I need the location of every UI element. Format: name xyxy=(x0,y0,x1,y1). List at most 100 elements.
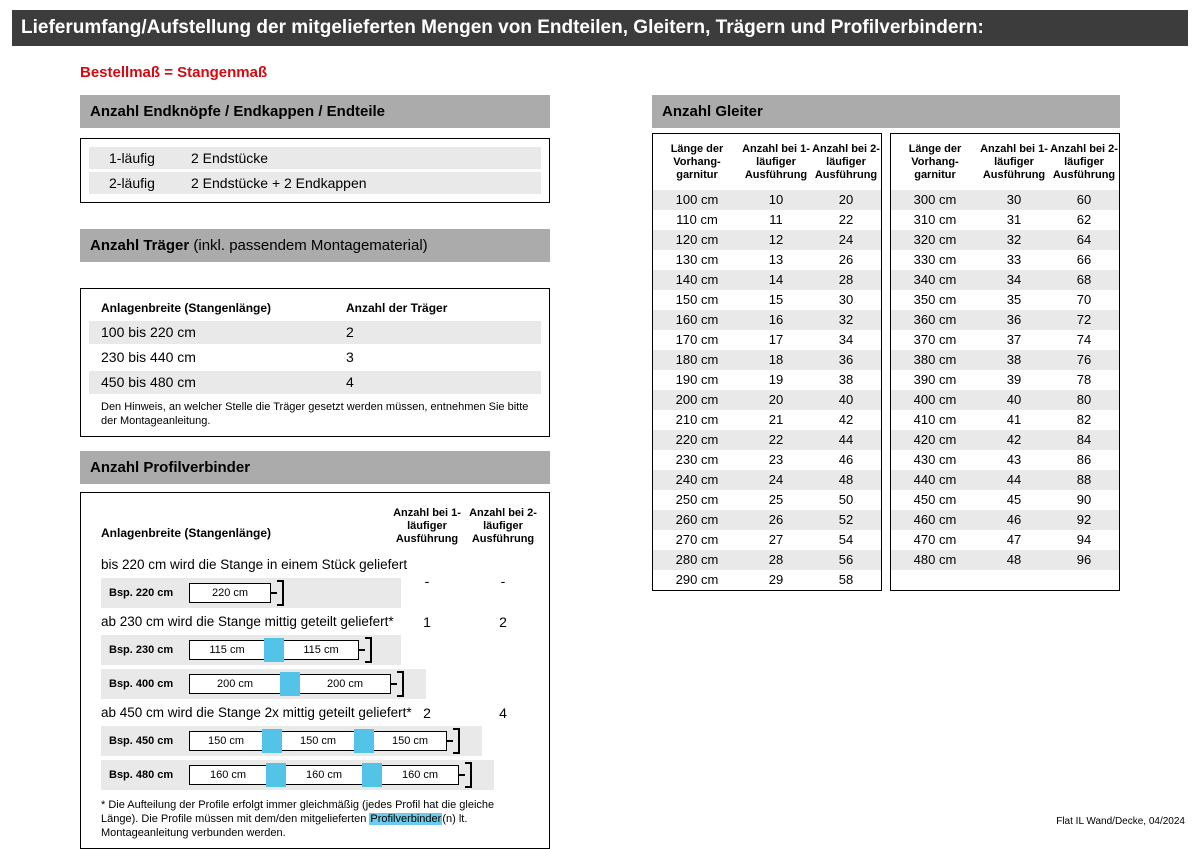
cell-1laeufig: 38 xyxy=(1006,352,1022,367)
gleiter-row: 240 cm 24 48 xyxy=(653,470,881,490)
cell-1laeufig: 46 xyxy=(1006,512,1022,527)
gleiter-row: 250 cm 25 50 xyxy=(653,490,881,510)
gleiter-row: 450 cm 45 90 xyxy=(891,490,1119,510)
gleiter-row: 150 cm 15 30 xyxy=(653,290,881,310)
cell-laenge: 350 cm xyxy=(913,292,957,307)
example-label: Bsp. 480 cm xyxy=(109,769,174,781)
cell-1laeufig: 29 xyxy=(768,572,784,587)
cell-2laeufig: 68 xyxy=(1076,272,1092,287)
cell-2laeufig: 30 xyxy=(838,292,854,307)
endteile-table: 1-läufig 2 Endstücke 2-läufig 2 Endstück… xyxy=(80,138,550,203)
cell-2laeufig: 44 xyxy=(838,432,854,447)
rod-diagram: 115 cm 115 cm xyxy=(189,637,372,663)
left-column: Anzahl Endknöpfe / Endkappen / Endteile … xyxy=(80,95,550,849)
example-band: Bsp. 400 cm 200 cm 200 cm xyxy=(101,669,426,699)
gleiter-group-100-290: Länge der Vorhang-garnitur Anzahl bei 1-… xyxy=(652,133,882,591)
pv-section-ab-450: ab 450 cm wird die Stange 2x mittig gete… xyxy=(89,703,541,790)
gleiter-row: 260 cm 26 52 xyxy=(653,510,881,530)
cell-laenge: 170 cm xyxy=(675,332,719,347)
cell-laenge: 140 cm xyxy=(675,272,719,287)
gleiter-row: 300 cm 30 60 xyxy=(891,190,1119,210)
cell-2laeufig: 22 xyxy=(838,212,854,227)
endteile-row: 1-läufig 2 Endstücke xyxy=(89,147,541,169)
cell-laenge: 150 cm xyxy=(675,292,719,307)
cell-1laeufig: 24 xyxy=(768,472,784,487)
cell-1laeufig: 25 xyxy=(768,492,784,507)
cell-1laeufig: 32 xyxy=(1006,232,1022,247)
rod-end-bracket-icon xyxy=(397,671,404,697)
example-label: Bsp. 220 cm xyxy=(109,587,174,599)
cell-1laeufig: 33 xyxy=(1006,252,1022,267)
gleiter-row: 370 cm 37 74 xyxy=(891,330,1119,350)
cell-laenge: 370 cm xyxy=(913,332,957,347)
gleiter-group-300-480: Länge der Vorhang-garnitur Anzahl bei 1-… xyxy=(890,133,1120,591)
cell-1laeufig: 17 xyxy=(768,332,784,347)
cell-2laeufig: 32 xyxy=(838,312,854,327)
cell-laenge: 430 cm xyxy=(913,452,957,467)
rod-segment: 220 cm xyxy=(189,583,271,603)
traeger-table: Anlagenbreite (Stangenlänge) Anzahl der … xyxy=(80,288,550,437)
heading-traeger-rest: (inkl. passendem Montagematerial) xyxy=(189,237,428,254)
cell-laenge: 470 cm xyxy=(913,532,957,547)
pv-footnote-text: * Die Aufteilung der Profile erfolgt imm… xyxy=(101,799,495,825)
rod-segment: 150 cm xyxy=(281,731,355,751)
cell-1laeufig: 45 xyxy=(1006,492,1022,507)
rod-segment: 150 cm xyxy=(189,731,263,751)
col-header-laenge: Länge der Vorhang-garnitur xyxy=(670,142,724,181)
gleiter-row: 230 cm 23 46 xyxy=(653,450,881,470)
cell-1laeufig: 35 xyxy=(1006,292,1022,307)
cell-1laeufig: 30 xyxy=(1006,192,1022,207)
cell-1laeufig: 39 xyxy=(1006,372,1022,387)
col-header-1laeufig: Anzahl bei 1-läufiger Ausführung xyxy=(393,506,461,545)
cell-1laeufig: 19 xyxy=(768,372,784,387)
right-column: Anzahl Gleiter Länge der Vorhang-garnitu… xyxy=(652,95,1120,591)
gleiter-row: 460 cm 46 92 xyxy=(891,510,1119,530)
cell-laenge: 120 cm xyxy=(675,232,719,247)
cell-2laeufig: 48 xyxy=(838,472,854,487)
gleiter-row: 390 cm 39 78 xyxy=(891,370,1119,390)
cell-2laeufig: 46 xyxy=(838,452,854,467)
cell-laenge: 340 cm xyxy=(913,272,957,287)
cell-laenge: 200 cm xyxy=(675,392,719,407)
cell-2laeufig: 40 xyxy=(838,392,854,407)
cell-2laeufig: 28 xyxy=(838,272,854,287)
gleiter-table: Länge der Vorhang-garnitur Anzahl bei 1-… xyxy=(652,133,1120,591)
cell-2laeufig: 88 xyxy=(1076,472,1092,487)
cell-laenge: 100 cm xyxy=(675,192,719,207)
cell-2laeufig: 94 xyxy=(1076,532,1092,547)
cell-laenge: 220 cm xyxy=(675,432,719,447)
rod-diagram: 160 cm 160 cm 160 cm xyxy=(189,762,472,788)
profile-connector-icon xyxy=(262,729,282,753)
cell-laenge: 450 cm xyxy=(913,492,957,507)
gleiter-row: 210 cm 21 42 xyxy=(653,410,881,430)
cell-2laeufig: 70 xyxy=(1076,292,1092,307)
cell-2laeufig: 80 xyxy=(1076,392,1092,407)
cell-2laeufig: 58 xyxy=(838,572,854,587)
pv-footnote: * Die Aufteilung der Profile erfolgt imm… xyxy=(89,798,533,840)
cell-1laeufig: 10 xyxy=(768,192,784,207)
cell-1laeufig: 11 xyxy=(769,212,783,227)
cell-laenge: 240 cm xyxy=(675,472,719,487)
cell-2laeufig: 42 xyxy=(838,412,854,427)
cell-1laeufig: 48 xyxy=(1006,552,1022,567)
cell-1laeufig: 47 xyxy=(1006,532,1022,547)
cell-laenge: 420 cm xyxy=(913,432,957,447)
gleiter-row: 290 cm 29 58 xyxy=(653,570,881,590)
rod-diagram: 220 cm xyxy=(189,580,284,606)
cell-2laeufig: 96 xyxy=(1076,552,1092,567)
cell-laenge: 320 cm xyxy=(913,232,957,247)
cell-laenge: 280 cm xyxy=(675,552,719,567)
rod-end-bracket-icon xyxy=(465,762,472,788)
heading-profilverbinder: Anzahl Profilverbinder xyxy=(80,451,550,484)
cell-laenge: 390 cm xyxy=(913,372,957,387)
gleiter-group-header: Länge der Vorhang-garnitur Anzahl bei 1-… xyxy=(653,134,881,190)
cell-2laeufig: 92 xyxy=(1076,512,1092,527)
cell-2laeufig: 20 xyxy=(838,192,854,207)
cell-2laeufig: 62 xyxy=(1076,212,1092,227)
rod-segment: 200 cm xyxy=(189,674,281,694)
gleiter-rows: 300 cm 30 60 310 cm 31 62 320 cm 32 64 xyxy=(891,190,1119,570)
traeger-row: 100 bis 220 cm 2 xyxy=(89,321,541,344)
rod-end-stem xyxy=(459,774,465,776)
pv-count-2laeufig: 4 xyxy=(499,705,507,721)
